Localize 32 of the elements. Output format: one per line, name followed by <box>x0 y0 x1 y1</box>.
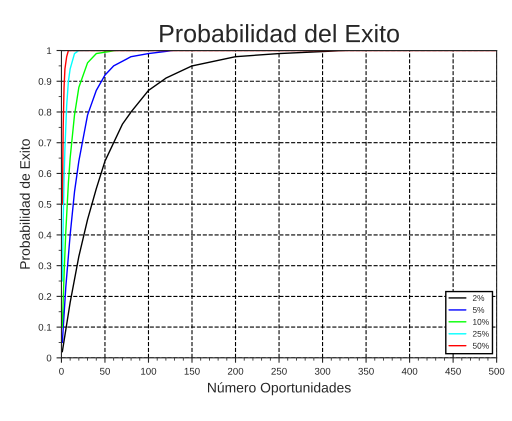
y-tick-label: 0.2 <box>38 293 52 300</box>
x-axis-title: Número Oportunidades <box>208 382 351 396</box>
x-tick-label: 0 <box>59 368 64 375</box>
legend-label: 50% <box>472 342 489 349</box>
y-tick-label: 0.5 <box>38 200 52 208</box>
chart-title: Probabilidad del Exito <box>160 24 399 42</box>
y-tick-label: 0.9 <box>38 78 52 85</box>
x-tick-label: 400 <box>402 368 418 375</box>
x-tick-label: 350 <box>358 368 374 375</box>
x-tick-label: 50 <box>100 368 110 375</box>
y-tick-label: 0.8 <box>38 108 52 116</box>
y-tick-label: 1 <box>47 47 52 54</box>
legend-label: 10% <box>473 318 489 325</box>
x-tick-label: 500 <box>488 368 504 375</box>
line-series <box>62 50 116 328</box>
y-tick-label: 0.1 <box>38 324 52 331</box>
y-tick-label: 0.4 <box>38 232 52 239</box>
line-series <box>62 50 174 344</box>
legend-label: 25% <box>472 330 489 337</box>
x-tick-label: 250 <box>271 368 287 375</box>
y-axis-title: Probabilidad de Exito <box>20 139 30 269</box>
x-tick-label: 450 <box>445 368 461 375</box>
x-tick-label: 300 <box>314 368 330 375</box>
y-tick-label: 0 <box>46 354 52 362</box>
y-tick-label: 0.7 <box>38 139 52 146</box>
x-tick-label: 150 <box>184 368 200 375</box>
y-tick-label: 0.6 <box>38 170 52 178</box>
legend-label: 2% <box>472 295 484 301</box>
x-tick-label: 200 <box>228 368 244 375</box>
x-tick-label: 100 <box>141 368 156 375</box>
legend-label: 5% <box>472 307 484 313</box>
y-tick-label: 0.3 <box>38 262 52 270</box>
